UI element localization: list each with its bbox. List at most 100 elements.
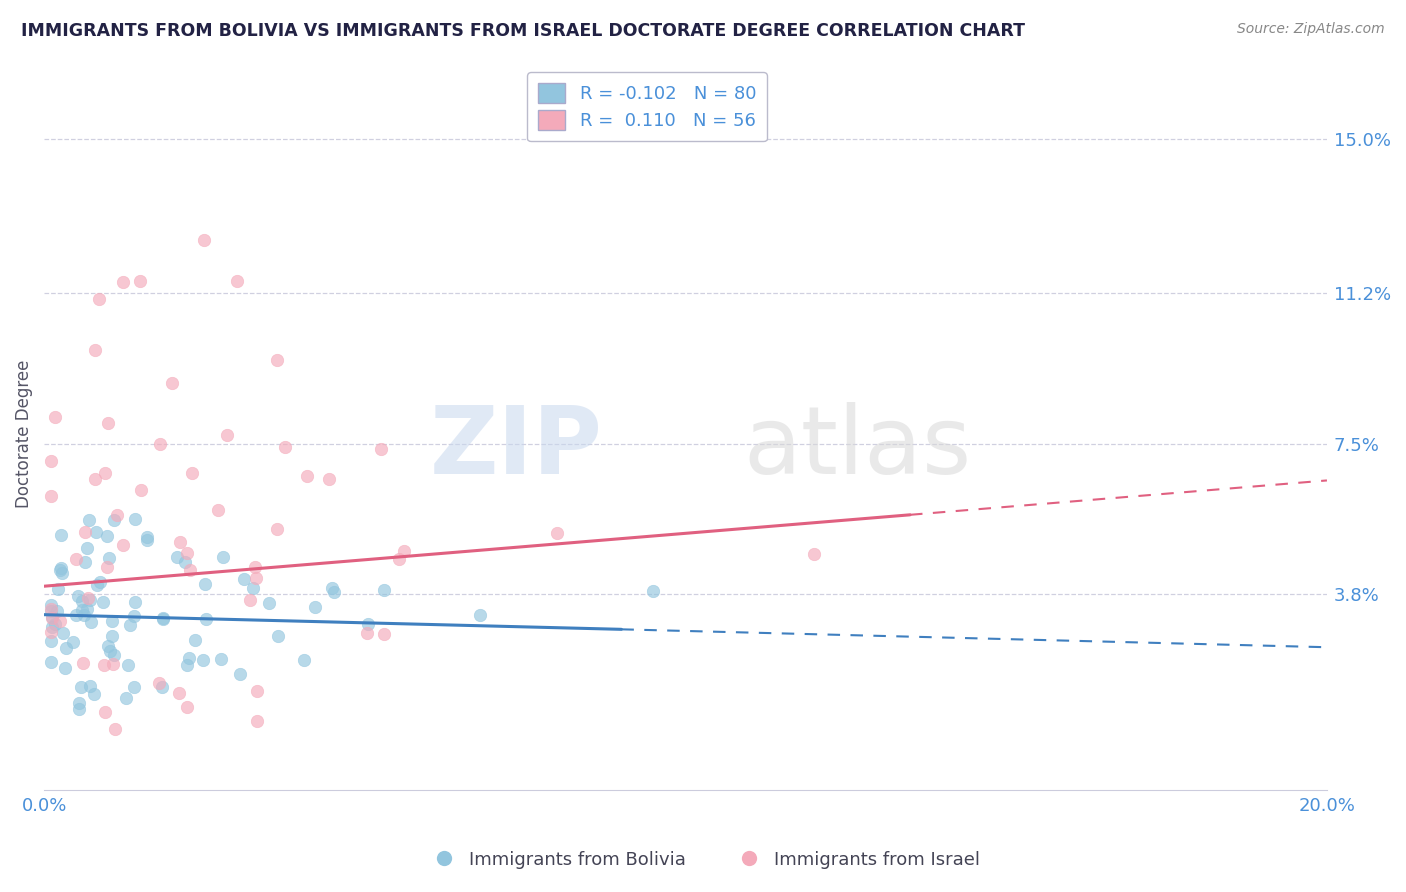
- Point: [370, 442, 392, 456]
- Point: [46, 604, 69, 618]
- Point: [217, 427, 239, 442]
- Point: [468, 607, 491, 622]
- Point: [44, 409, 66, 424]
- Point: [207, 503, 229, 517]
- Point: [266, 352, 288, 367]
- Point: [122, 681, 145, 695]
- Point: [274, 440, 297, 454]
- Point: [39, 490, 62, 504]
- Point: [169, 535, 191, 549]
- Point: [292, 653, 315, 667]
- Point: [167, 686, 190, 700]
- Point: [77, 591, 100, 606]
- Point: [70, 680, 93, 694]
- Point: [191, 653, 214, 667]
- Point: [91, 594, 114, 608]
- Point: [67, 590, 90, 604]
- Point: [67, 701, 90, 715]
- Point: [101, 657, 124, 671]
- Legend: Immigrants from Bolivia, Immigrants from Israel: Immigrants from Bolivia, Immigrants from…: [419, 844, 987, 876]
- Point: [152, 612, 174, 626]
- Point: [643, 583, 665, 598]
- Point: [373, 626, 395, 640]
- Point: [239, 593, 262, 607]
- Point: [176, 546, 198, 560]
- Point: [124, 512, 146, 526]
- Point: [212, 550, 235, 565]
- Point: [135, 533, 157, 547]
- Point: [101, 629, 124, 643]
- Point: [103, 513, 125, 527]
- Point: [87, 292, 110, 306]
- Point: [49, 563, 72, 577]
- Point: [122, 608, 145, 623]
- Point: [39, 599, 62, 613]
- Point: [318, 472, 340, 486]
- Y-axis label: Doctorate Degree: Doctorate Degree: [15, 359, 32, 508]
- Point: [96, 559, 118, 574]
- Point: [546, 525, 568, 540]
- Point: [233, 572, 256, 586]
- Point: [55, 661, 77, 675]
- Text: atlas: atlas: [744, 402, 972, 494]
- Point: [76, 602, 98, 616]
- Point: [76, 541, 98, 555]
- Point: [51, 528, 73, 542]
- Point: [105, 508, 128, 522]
- Point: [100, 614, 122, 628]
- Point: [70, 603, 93, 617]
- Legend: R = -0.102   N = 80, R =  0.110   N = 56: R = -0.102 N = 80, R = 0.110 N = 56: [527, 72, 766, 141]
- Point: [176, 657, 198, 672]
- Point: [373, 582, 395, 597]
- Text: IMMIGRANTS FROM BOLIVIA VS IMMIGRANTS FROM ISRAEL DOCTORATE DEGREE CORRELATION C: IMMIGRANTS FROM BOLIVIA VS IMMIGRANTS FR…: [21, 22, 1025, 40]
- Point: [246, 714, 269, 728]
- Point: [70, 594, 93, 608]
- Point: [209, 651, 232, 665]
- Point: [112, 538, 135, 552]
- Point: [194, 577, 217, 591]
- Point: [51, 566, 73, 580]
- Point: [246, 683, 269, 698]
- Point: [129, 274, 152, 288]
- Point: [120, 618, 142, 632]
- Point: [194, 612, 217, 626]
- Point: [86, 578, 108, 592]
- Point: [229, 667, 252, 681]
- Point: [97, 417, 120, 431]
- Point: [162, 376, 184, 390]
- Point: [96, 639, 118, 653]
- Point: [39, 655, 62, 669]
- Point: [176, 700, 198, 714]
- Point: [112, 275, 135, 289]
- Point: [79, 592, 101, 607]
- Point: [135, 531, 157, 545]
- Point: [257, 596, 280, 610]
- Point: [73, 608, 96, 623]
- Point: [55, 641, 77, 656]
- Point: [266, 629, 288, 643]
- Point: [65, 552, 87, 566]
- Point: [41, 620, 63, 634]
- Point: [104, 722, 127, 736]
- Point: [166, 549, 188, 564]
- Point: [181, 466, 204, 480]
- Point: [114, 691, 136, 706]
- Point: [179, 563, 201, 577]
- Point: [72, 656, 94, 670]
- Point: [79, 679, 101, 693]
- Point: [117, 657, 139, 672]
- Point: [46, 582, 69, 596]
- Point: [49, 561, 72, 575]
- Point: [86, 524, 108, 539]
- Point: [392, 544, 415, 558]
- Point: [39, 604, 62, 618]
- Point: [243, 560, 266, 574]
- Point: [148, 437, 170, 451]
- Point: [39, 453, 62, 467]
- Point: [225, 274, 247, 288]
- Point: [103, 648, 125, 663]
- Point: [152, 611, 174, 625]
- Point: [39, 633, 62, 648]
- Point: [297, 469, 319, 483]
- Point: [150, 681, 173, 695]
